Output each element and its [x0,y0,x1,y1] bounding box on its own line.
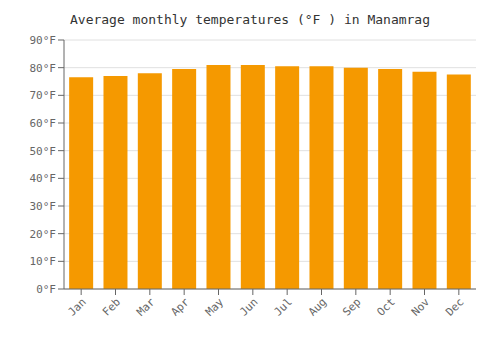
svg-text:40°F: 40°F [30,172,57,185]
svg-text:90°F: 90°F [30,34,57,47]
svg-text:Nov: Nov [409,295,433,319]
svg-text:May: May [203,295,227,319]
svg-text:0°F: 0°F [36,283,56,296]
html-text:Average monthly temperatures (: Average monthly temperatures (°F ) in Ma… [70,12,430,27]
svg-text:50°F: 50°F [30,145,57,158]
svg-text:Jan: Jan [66,295,89,318]
svg-text:Aug: Aug [306,295,329,318]
svg-text:Mar: Mar [134,295,158,319]
svg-text:Jul: Jul [272,295,295,318]
svg-text:Apr: Apr [169,295,193,319]
svg-text:Sep: Sep [340,295,363,318]
svg-text:Oct: Oct [375,295,398,318]
svg-text:Jun: Jun [237,295,260,318]
svg-text:70°F: 70°F [30,89,57,102]
svg-text:10°F: 10°F [30,255,57,268]
svg-text:Dec: Dec [443,295,466,318]
svg-text:60°F: 60°F [30,117,57,130]
svg-text:80°F: 80°F [30,62,57,75]
svg-text:Feb: Feb [100,295,123,318]
svg-text:30°F: 30°F [30,200,57,213]
svg-text:20°F: 20°F [30,228,57,241]
